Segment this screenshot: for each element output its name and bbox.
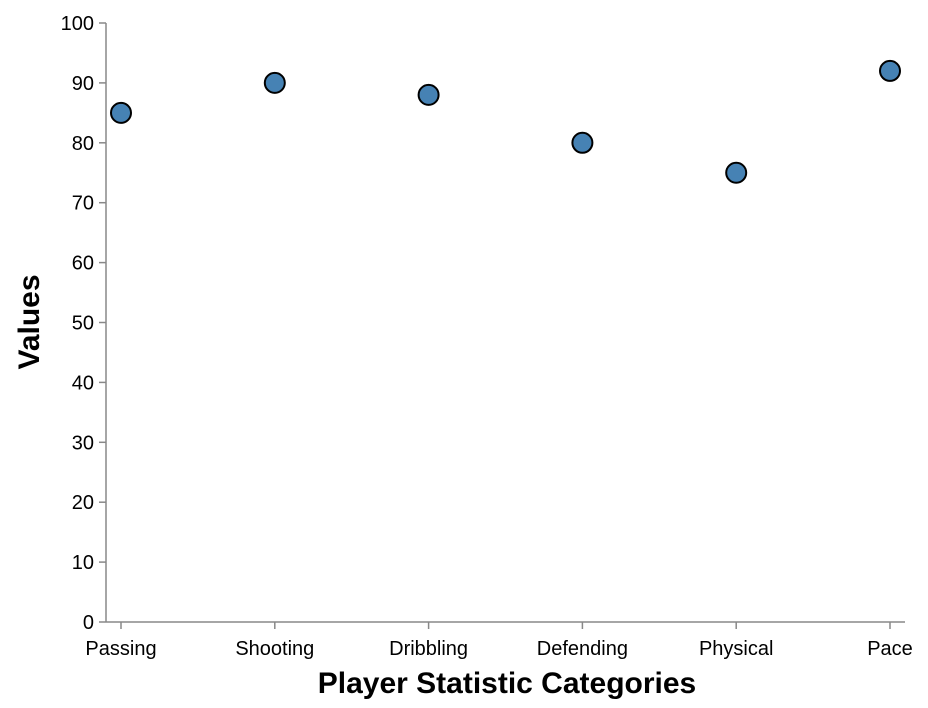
y-tick-label: 40	[72, 372, 94, 394]
data-point-shooting[interactable]	[263, 71, 286, 94]
data-point-physical[interactable]	[725, 161, 748, 184]
data-point-defending[interactable]	[571, 131, 594, 154]
y-axis-title: Values	[13, 274, 46, 369]
y-tick-label: 90	[72, 73, 94, 95]
y-tick-label: 100	[61, 13, 94, 35]
y-tick-label: 30	[72, 432, 94, 454]
y-axis: 0 10 20 30 40 50 60 70 80 90 100	[61, 13, 107, 634]
y-tick-label: 0	[83, 612, 94, 634]
x-tick-label: Pace	[867, 638, 913, 660]
x-tick-label: Shooting	[235, 638, 314, 660]
y-tick-label: 20	[72, 492, 94, 514]
x-tick-label: Dribbling	[389, 638, 468, 660]
y-tick-label: 50	[72, 313, 94, 335]
x-tick-label: Physical	[699, 638, 773, 660]
data-point-pace[interactable]	[879, 59, 901, 82]
data-points	[110, 59, 901, 184]
y-tick-label: 60	[72, 253, 94, 275]
data-point-dribbling[interactable]	[417, 83, 440, 106]
x-tick-label: Passing	[85, 638, 156, 660]
x-axis-title: Player Statistic Categories	[318, 667, 697, 700]
x-tick-label: Defending	[537, 638, 628, 660]
y-tick-label: 80	[72, 133, 94, 155]
y-tick-label: 10	[72, 552, 94, 574]
data-point-passing[interactable]	[110, 101, 132, 124]
y-tick-label: 70	[72, 193, 94, 215]
x-axis: Passing Shooting Dribbling Defending Physica…	[85, 621, 913, 660]
